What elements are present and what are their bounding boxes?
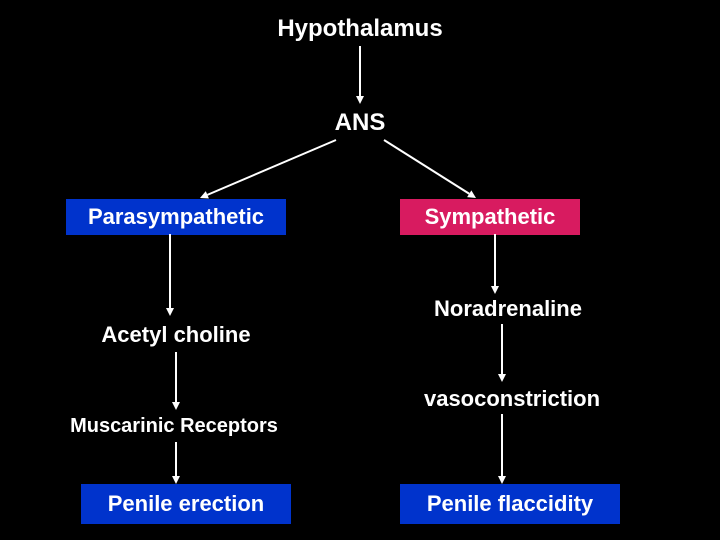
- arrow-6: [494, 316, 510, 390]
- arrow-1: [192, 132, 344, 206]
- node-penile-flaccidity: Penile flaccidity: [400, 484, 620, 524]
- arrow-0: [352, 38, 368, 112]
- node-vasoconstriction: vasoconstriction: [402, 385, 622, 413]
- node-penile-erection: Penile erection: [81, 484, 291, 524]
- arrow-2: [376, 132, 484, 206]
- arrow-3: [162, 226, 178, 324]
- arrow-8: [494, 406, 510, 492]
- arrow-4: [487, 226, 503, 302]
- arrow-7: [168, 434, 184, 492]
- arrow-5: [168, 344, 184, 418]
